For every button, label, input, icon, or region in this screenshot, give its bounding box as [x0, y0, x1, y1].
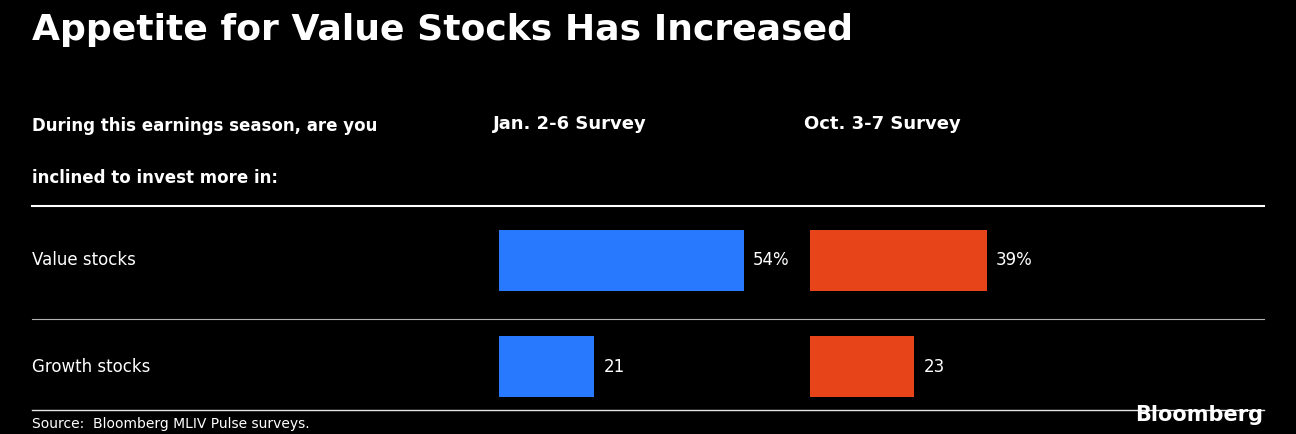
Text: Appetite for Value Stocks Has Increased: Appetite for Value Stocks Has Increased — [32, 13, 853, 47]
Text: Oct. 3-7 Survey: Oct. 3-7 Survey — [804, 115, 960, 133]
Text: 54%: 54% — [753, 251, 789, 270]
Text: Bloomberg: Bloomberg — [1135, 405, 1264, 425]
Text: inclined to invest more in:: inclined to invest more in: — [32, 169, 279, 187]
Text: Value stocks: Value stocks — [32, 251, 136, 270]
Bar — [810, 230, 988, 291]
Text: Jan. 2-6 Survey: Jan. 2-6 Survey — [492, 115, 647, 133]
Bar — [499, 230, 744, 291]
Text: 21: 21 — [603, 358, 625, 376]
Bar — [499, 336, 594, 397]
Text: Growth stocks: Growth stocks — [32, 358, 150, 376]
Text: 23: 23 — [923, 358, 945, 376]
Text: During this earnings season, are you: During this earnings season, are you — [32, 117, 377, 135]
Bar — [810, 336, 914, 397]
Text: Source:  Bloomberg MLIV Pulse surveys.: Source: Bloomberg MLIV Pulse surveys. — [32, 417, 310, 431]
Text: 39%: 39% — [997, 251, 1033, 270]
